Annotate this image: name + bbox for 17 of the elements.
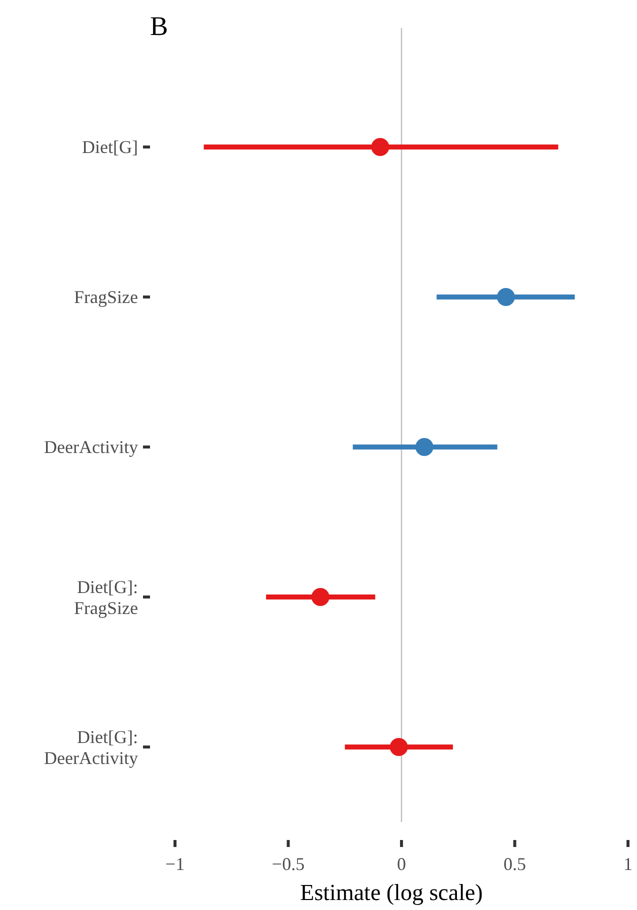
y-tick-label: FragSize [74, 287, 138, 307]
y-tick-label: DeerActivity [44, 437, 138, 457]
x-tick-label: 0 [397, 854, 406, 874]
y-tick-label: Diet[G]: DeerActivity [44, 727, 138, 768]
point [496, 288, 515, 306]
chart-title: B [150, 11, 168, 41]
y-tick-label: Diet[G] [82, 137, 138, 157]
x-tick-label: 1 [624, 854, 632, 874]
x-axis-title: Estimate (log scale) [300, 880, 483, 905]
x-tick-label: 0.5 [504, 854, 526, 874]
x-tick-label: −1 [165, 854, 185, 874]
point [311, 588, 330, 606]
point [371, 138, 390, 156]
y-tick-label: Diet[G]: FragSize [74, 577, 138, 618]
point [390, 738, 408, 756]
x-tick-label: −0.5 [272, 854, 305, 874]
point [415, 438, 434, 456]
